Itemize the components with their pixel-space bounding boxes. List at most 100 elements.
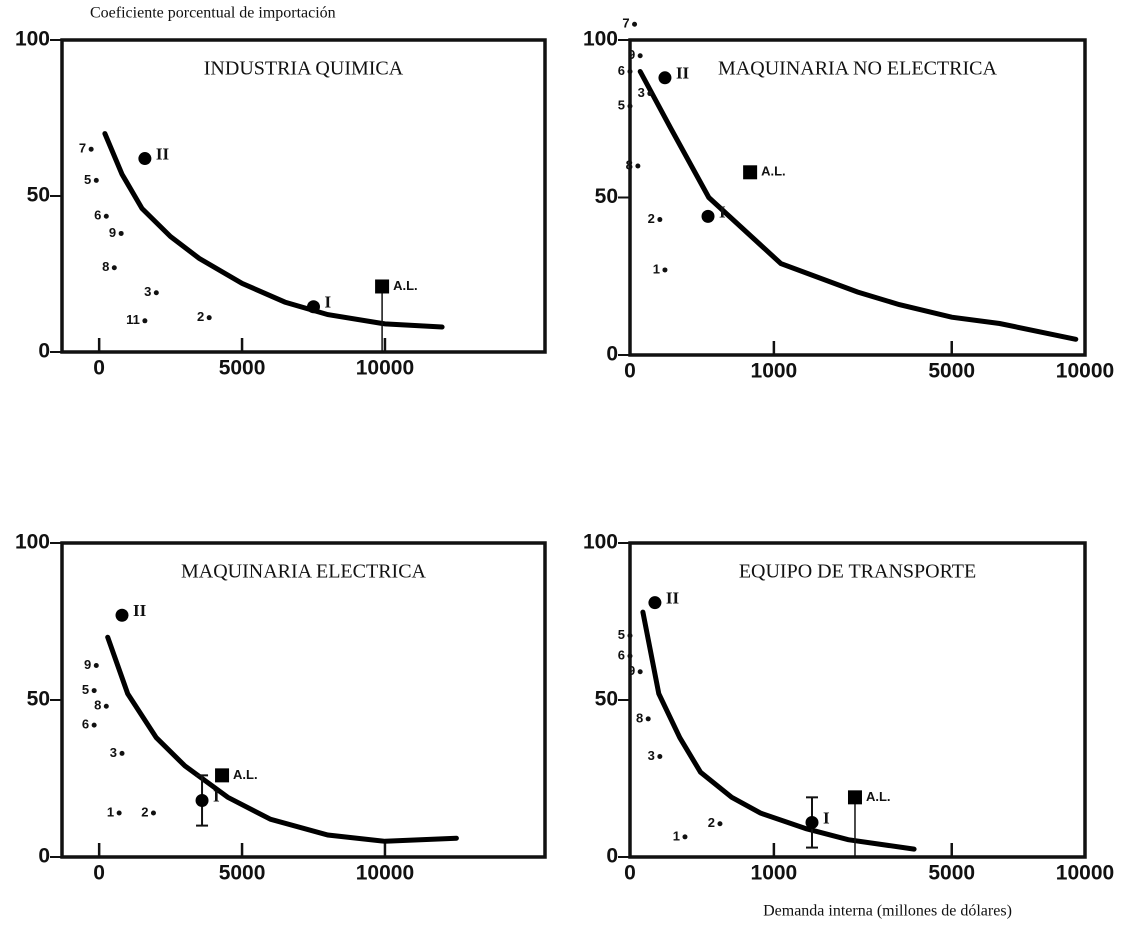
point-label: 6 — [82, 717, 89, 732]
country-point — [627, 69, 633, 74]
point-label: I — [325, 293, 332, 312]
country-point — [93, 177, 99, 183]
point-label: A.L. — [393, 278, 418, 293]
panel-title: INDUSTRIA QUIMICA — [204, 58, 404, 80]
point-label: 9 — [628, 47, 635, 62]
x-tick-label: 10000 — [356, 862, 414, 885]
country-point — [662, 267, 668, 273]
point-label: 8 — [102, 259, 109, 274]
country-point — [91, 688, 97, 694]
point-label: 6 — [618, 647, 625, 662]
panel-title: EQUIPO DE TRANSPORTE — [739, 561, 976, 583]
point-label: 7 — [622, 16, 629, 31]
point-label: 6 — [618, 63, 625, 78]
point-label: 8 — [626, 157, 633, 172]
x-axis-label: Demanda interna (millones de dólares) — [763, 903, 1012, 920]
panel-title: MAQUINARIA ELECTRICA — [181, 561, 427, 583]
point-label: 5 — [618, 98, 625, 113]
country-point — [153, 290, 159, 296]
y-tick-label: 0 — [38, 845, 50, 868]
point-label: II — [156, 144, 170, 163]
country-point — [93, 662, 99, 668]
country-point — [632, 21, 638, 27]
country-point — [150, 810, 156, 816]
point-label: 2 — [708, 815, 715, 830]
point-label: 5 — [84, 172, 91, 187]
point-label: 6 — [94, 208, 101, 223]
y-tick-label: 0 — [606, 845, 618, 868]
point-label: 2 — [141, 804, 148, 819]
group-point — [658, 71, 672, 85]
point-label: A.L. — [761, 164, 786, 179]
frame — [628, 541, 1087, 859]
country-point — [637, 53, 643, 59]
x-tick-label: 5000 — [219, 357, 266, 380]
country-point — [119, 750, 125, 756]
point-label: 1 — [107, 804, 114, 819]
country-point — [635, 163, 641, 169]
group-point — [138, 152, 152, 166]
x-tick-label: 5000 — [928, 360, 975, 383]
point-label: 9 — [628, 663, 635, 678]
country-point — [627, 633, 633, 639]
country-point — [717, 821, 723, 827]
point-label: I — [213, 786, 220, 805]
point-label: 1 — [673, 828, 680, 843]
country-point — [116, 810, 122, 816]
x-tick-label: 5000 — [928, 862, 975, 885]
point-label: A.L. — [233, 767, 258, 782]
y-tick-label: 50 — [27, 184, 50, 207]
point-label: II — [666, 589, 680, 608]
y-axis-label: Coeficiente porcentual de importación — [90, 5, 336, 22]
region-point — [847, 790, 862, 805]
country-point — [645, 716, 651, 722]
x-tick-label: 0 — [624, 360, 636, 383]
y-tick-label: 50 — [27, 688, 50, 711]
region-point — [743, 165, 758, 180]
x-tick-label: 10000 — [1056, 360, 1114, 383]
country-point — [682, 834, 688, 840]
country-point — [647, 91, 653, 97]
point-label: I — [719, 202, 726, 221]
group-point — [195, 793, 209, 807]
fitted-curve — [640, 609, 917, 852]
group-point — [648, 596, 662, 610]
y-tick-label: 100 — [583, 531, 618, 554]
group-point — [307, 300, 321, 314]
region-point — [375, 279, 390, 294]
x-tick-label: 0 — [93, 357, 105, 380]
point-label: I — [823, 808, 830, 827]
x-tick-label: 0 — [624, 862, 636, 885]
country-point — [637, 669, 643, 675]
point-label: 7 — [79, 141, 86, 156]
country-point — [206, 315, 212, 321]
point-label: 9 — [109, 225, 116, 240]
country-point — [142, 318, 148, 324]
point-label: 8 — [94, 698, 101, 713]
point-label: 5 — [82, 682, 89, 697]
point-label: 9 — [84, 657, 91, 672]
country-point — [657, 217, 663, 223]
country-point — [111, 265, 117, 271]
point-label: II — [676, 64, 690, 83]
country-point — [103, 213, 109, 219]
x-tick-label: 5000 — [219, 862, 266, 885]
point-label: 5 — [618, 627, 625, 642]
panel-title: MAQUINARIA NO ELECTRICA — [718, 58, 997, 80]
y-tick-label: 0 — [606, 343, 618, 366]
x-tick-label: 1000 — [751, 862, 798, 885]
fitted-curve — [105, 634, 459, 844]
country-point — [88, 146, 94, 152]
y-tick-label: 50 — [595, 688, 618, 711]
frame — [628, 38, 1087, 357]
point-label: 11 — [126, 312, 140, 327]
point-label: 2 — [197, 309, 204, 324]
x-tick-label: 0 — [93, 862, 105, 885]
country-point — [103, 703, 109, 709]
fitted-curve — [637, 69, 1079, 342]
point-label: 1 — [653, 261, 660, 276]
y-tick-label: 100 — [15, 531, 50, 554]
country-point — [627, 653, 633, 659]
country-point — [657, 754, 663, 760]
